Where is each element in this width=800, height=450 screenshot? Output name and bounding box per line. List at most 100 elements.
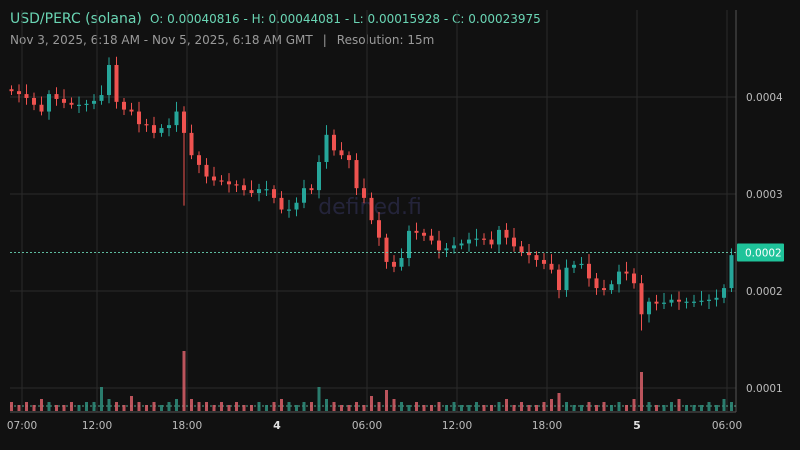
candle — [557, 264, 561, 299]
resolution: Resolution: 15m — [336, 33, 435, 47]
volume-bar — [430, 405, 433, 411]
volume-bar — [715, 405, 718, 411]
candle — [707, 294, 711, 309]
candle-body — [662, 302, 666, 304]
candle — [114, 56, 119, 109]
candle — [422, 228, 426, 242]
candle-body — [482, 238, 486, 240]
candle-body — [309, 188, 314, 191]
candle — [9, 85, 14, 96]
current-price-label: 0.0002 — [745, 247, 782, 259]
candle — [474, 228, 479, 247]
candle-body — [459, 243, 464, 246]
volume-bar — [287, 402, 291, 411]
volume-bar — [272, 402, 276, 411]
candle — [504, 223, 509, 245]
date-range: Nov 3, 2025, 6:18 AM - Nov 5, 2025, 6:18… — [10, 33, 313, 47]
candle-body — [32, 97, 36, 105]
volume-bar — [332, 402, 336, 411]
volume-bar — [295, 405, 298, 411]
volume-bar — [542, 402, 546, 411]
candle — [542, 253, 546, 270]
volume-bar — [250, 405, 253, 411]
candle — [617, 264, 621, 293]
candle-body — [699, 300, 704, 302]
volume-bar — [632, 399, 636, 411]
candle-body — [602, 288, 606, 291]
candle-body — [414, 230, 419, 233]
volume-bar — [722, 399, 726, 411]
volume-bar — [152, 402, 156, 411]
candle — [497, 226, 501, 253]
volume-bar — [662, 405, 666, 411]
volume-bar — [400, 402, 403, 411]
candle — [197, 151, 201, 174]
volume-bar — [92, 402, 96, 411]
volume-bar — [10, 402, 13, 411]
volume-bar — [70, 402, 73, 411]
candle — [564, 259, 569, 297]
candle — [54, 87, 59, 106]
volume-bar — [565, 402, 568, 411]
y-tick-label: 0.0004 — [746, 92, 783, 104]
candle — [144, 118, 149, 132]
volume-bar — [475, 402, 478, 411]
candle — [669, 294, 674, 307]
candle — [249, 180, 254, 197]
candle-body — [122, 101, 126, 110]
candle — [174, 101, 179, 132]
volume-bar — [550, 399, 553, 411]
x-tick-label: 18:00 — [532, 420, 562, 432]
volume-bar — [310, 402, 313, 411]
volume-bar — [490, 405, 493, 411]
candle — [159, 124, 164, 137]
volume-bar — [580, 405, 583, 411]
candle-body — [272, 189, 276, 198]
volume-bar — [625, 405, 628, 411]
candle — [24, 84, 29, 105]
volume-bar — [280, 399, 283, 411]
candle — [77, 96, 81, 114]
candle-body — [107, 64, 111, 96]
candle — [684, 297, 689, 309]
candle-body — [347, 155, 351, 161]
candle-body — [174, 111, 179, 126]
candle-body — [534, 255, 539, 260]
candle-body — [54, 94, 59, 99]
candle — [204, 158, 209, 184]
candle-body — [332, 134, 336, 151]
separator: | — [322, 33, 327, 47]
candle-body — [69, 102, 74, 105]
candle-body — [429, 235, 434, 241]
candle — [624, 261, 629, 281]
candle-body — [407, 230, 411, 259]
candle — [152, 116, 156, 139]
candle — [527, 243, 531, 264]
candle-body — [317, 161, 321, 191]
candle-body — [557, 269, 561, 291]
ohlc-readout: O: 0.00040816 - H: 0.00044081 - L: 0.000… — [150, 12, 541, 26]
volume-bar — [40, 399, 43, 411]
candle — [534, 251, 539, 267]
y-tick-label: 0.0001 — [746, 383, 783, 395]
candle — [602, 279, 606, 296]
volume-bar — [100, 387, 103, 411]
candle — [594, 273, 599, 295]
volume-bar — [617, 402, 621, 411]
candle-body — [474, 238, 479, 240]
candle-body — [137, 111, 141, 125]
candle — [384, 233, 389, 269]
volume-bar — [145, 405, 148, 411]
volume-bar — [347, 405, 351, 411]
volume-bar — [655, 405, 658, 411]
candle — [467, 232, 471, 252]
x-tick-label: 12:00 — [442, 420, 472, 432]
candle-body — [92, 100, 96, 104]
candle-body — [47, 94, 51, 112]
candle — [212, 166, 216, 186]
candle — [662, 292, 666, 309]
candle-body — [669, 299, 674, 303]
volume-bar — [685, 405, 688, 411]
volume-bar — [257, 402, 261, 411]
